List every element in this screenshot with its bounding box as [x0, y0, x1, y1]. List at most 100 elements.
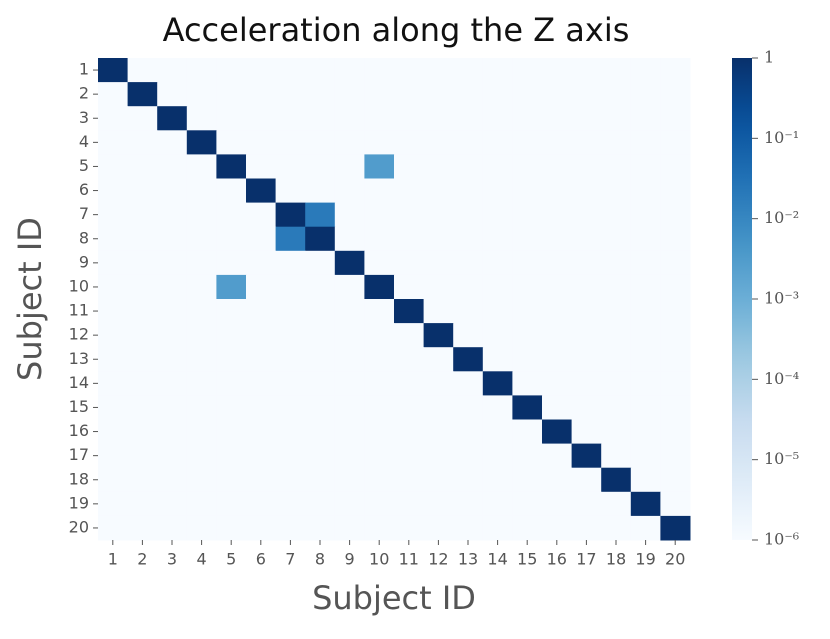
heatmap-cell: [630, 274, 661, 300]
heatmap-cell: [334, 274, 365, 300]
heatmap-cell: [275, 467, 306, 493]
heatmap-cell: [630, 58, 661, 83]
heatmap-cell: [660, 82, 691, 107]
heatmap-cell: [542, 323, 573, 348]
x-tick-label: 10: [369, 550, 389, 569]
heatmap-cell: [364, 371, 395, 396]
heatmap-cell: [542, 443, 573, 469]
heatmap-cell: [364, 419, 395, 445]
heatmap-cell: [98, 154, 129, 179]
heatmap-cell: [98, 323, 129, 348]
y-tick-label: 16: [69, 421, 89, 440]
heatmap-cell: [186, 226, 217, 252]
heatmap-cell: [630, 419, 661, 445]
heatmap-cell: [601, 130, 632, 155]
x-tick-label: 5: [226, 550, 236, 569]
heatmap-cell: [246, 419, 277, 445]
heatmap-cell: [423, 82, 454, 107]
heatmap-cell: [423, 491, 454, 517]
heatmap-cell: [334, 299, 365, 324]
heatmap-cell: [157, 491, 188, 517]
heatmap-cell: [660, 58, 691, 83]
heatmap-cell: [305, 226, 336, 252]
heatmap-cell: [423, 395, 454, 420]
heatmap-cell: [275, 274, 306, 300]
heatmap-cell: [246, 274, 277, 300]
y-tick-label: 12: [69, 325, 89, 344]
heatmap-cell: [512, 178, 543, 204]
heatmap-cell: [630, 371, 661, 396]
heatmap-cell: [601, 467, 632, 493]
heatmap-cell: [246, 154, 277, 179]
heatmap-cell: [275, 323, 306, 348]
heatmap-cell: [571, 299, 602, 324]
heatmap-cell: [98, 395, 129, 420]
heatmap-cell: [216, 323, 247, 348]
heatmap-cell: [482, 323, 513, 348]
heatmap-cell: [275, 299, 306, 324]
heatmap-cell: [98, 106, 129, 131]
heatmap-cell: [571, 82, 602, 107]
heatmap-cell: [246, 226, 277, 252]
heatmap-cell: [334, 419, 365, 445]
heatmap-cell: [334, 371, 365, 396]
y-tick-label: 11: [69, 301, 89, 320]
heatmap-cell: [630, 250, 661, 276]
heatmap-cell: [660, 347, 691, 372]
heatmap-cell: [364, 443, 395, 469]
heatmap-cell: [394, 515, 425, 541]
heatmap-cell: [601, 178, 632, 204]
x-tick-label: 4: [197, 550, 207, 569]
heatmap-cell: [512, 467, 543, 493]
heatmap-cell: [394, 299, 425, 324]
heatmap-cell: [542, 274, 573, 300]
heatmap-cell: [542, 226, 573, 252]
heatmap-cell: [542, 395, 573, 420]
heatmap-cell: [660, 106, 691, 131]
heatmap-cell: [394, 250, 425, 276]
heatmap-cell: [630, 491, 661, 517]
heatmap-cell: [216, 395, 247, 420]
heatmap-cell: [216, 371, 247, 396]
y-tick-label: 13: [69, 349, 89, 368]
heatmap-cell: [216, 443, 247, 469]
colorbar: [732, 58, 752, 540]
heatmap-cell: [364, 130, 395, 155]
x-tick-label: 9: [345, 550, 355, 569]
heatmap-cell: [98, 226, 129, 252]
heatmap-cell: [453, 299, 484, 324]
colorbar-tick-label: 10⁻²: [764, 208, 799, 227]
heatmap-cell: [482, 106, 513, 131]
heatmap-cell: [453, 202, 484, 228]
x-tick-label: 15: [517, 550, 537, 569]
heatmap-cell: [394, 58, 425, 83]
heatmap-cell: [512, 274, 543, 300]
heatmap-cell: [305, 82, 336, 107]
heatmap-cell: [630, 347, 661, 372]
heatmap-cell: [216, 419, 247, 445]
y-tick-label: 3: [79, 108, 89, 127]
heatmap-cell: [630, 178, 661, 204]
heatmap-cell: [630, 226, 661, 252]
heatmap-cell: [423, 299, 454, 324]
heatmap-cell: [453, 515, 484, 541]
y-axis-label: Subject ID: [11, 217, 49, 381]
heatmap-cell: [423, 274, 454, 300]
heatmap-cell: [542, 154, 573, 179]
heatmap-cell: [482, 371, 513, 396]
heatmap-cell: [305, 347, 336, 372]
heatmap-cell: [571, 347, 602, 372]
heatmap-cell: [157, 250, 188, 276]
heatmap-cell: [98, 178, 129, 204]
heatmap-cell: [216, 299, 247, 324]
heatmap-cell: [482, 515, 513, 541]
heatmap-cell: [512, 82, 543, 107]
heatmap-cell: [157, 202, 188, 228]
heatmap-cell: [453, 106, 484, 131]
heatmap-cell: [423, 58, 454, 83]
heatmap-cell: [275, 347, 306, 372]
heatmap-cell: [334, 154, 365, 179]
x-tick-label: 12: [428, 550, 448, 569]
heatmap-cell: [305, 371, 336, 396]
heatmap-cell: [482, 443, 513, 469]
